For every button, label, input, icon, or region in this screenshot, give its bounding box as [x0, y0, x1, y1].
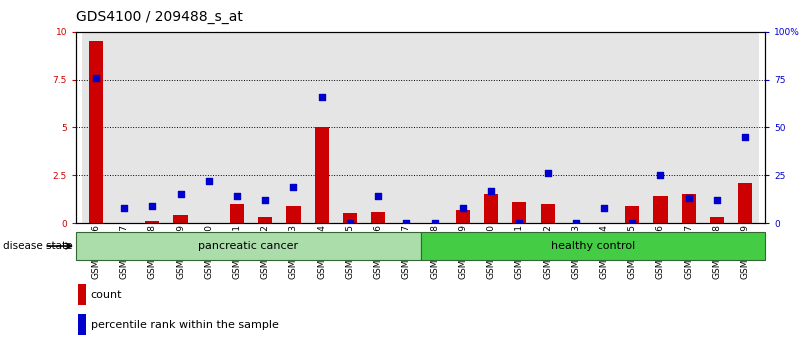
Bar [674, 32, 702, 223]
Text: pancreatic cancer: pancreatic cancer [198, 241, 298, 251]
Bar [336, 32, 364, 223]
Point [513, 220, 525, 226]
Bar [505, 32, 533, 223]
Point [90, 75, 103, 81]
Bar [618, 32, 646, 223]
Point [174, 192, 187, 197]
Point [146, 203, 159, 209]
Bar [477, 32, 505, 223]
Point [118, 205, 131, 211]
Bar [82, 32, 110, 223]
Point [457, 205, 469, 211]
Bar [646, 32, 674, 223]
Text: healthy control: healthy control [550, 241, 635, 251]
Bar [682, 194, 696, 223]
Bar [230, 204, 244, 223]
Bar [541, 204, 554, 223]
Point [287, 184, 300, 189]
Point [654, 172, 667, 178]
Text: GDS4100 / 209488_s_at: GDS4100 / 209488_s_at [76, 10, 243, 24]
Bar [315, 127, 328, 223]
Bar [421, 232, 765, 260]
Bar [513, 202, 526, 223]
Bar [739, 183, 752, 223]
Bar [702, 32, 731, 223]
Bar [371, 212, 385, 223]
Bar [76, 232, 421, 260]
Bar [145, 221, 159, 223]
Point [231, 193, 244, 199]
Bar [110, 32, 139, 223]
Point [400, 220, 413, 226]
Point [203, 178, 215, 184]
Point [259, 197, 272, 203]
Point [485, 188, 497, 193]
Point [739, 134, 751, 140]
Bar [139, 32, 167, 223]
Text: disease state: disease state [2, 241, 72, 251]
Bar [78, 284, 86, 305]
Bar [710, 217, 724, 223]
Point [682, 195, 695, 201]
Bar [421, 32, 449, 223]
Point [541, 171, 554, 176]
Text: count: count [91, 290, 122, 299]
Bar [308, 32, 336, 223]
Point [598, 205, 610, 211]
Bar [562, 32, 590, 223]
Point [344, 220, 356, 226]
Point [626, 220, 638, 226]
Bar [78, 314, 86, 335]
Bar [626, 206, 639, 223]
Bar [731, 32, 759, 223]
Bar [392, 32, 421, 223]
Bar [343, 213, 357, 223]
Bar [280, 32, 308, 223]
Text: percentile rank within the sample: percentile rank within the sample [91, 320, 279, 330]
Bar [89, 41, 103, 223]
Bar [449, 32, 477, 223]
Bar [195, 32, 223, 223]
Bar [258, 217, 272, 223]
Bar [456, 210, 470, 223]
Bar [287, 206, 300, 223]
Bar [533, 32, 562, 223]
Bar [654, 196, 667, 223]
Bar [484, 194, 498, 223]
Bar [590, 32, 618, 223]
Point [570, 220, 582, 226]
Bar [174, 215, 187, 223]
Bar [252, 32, 280, 223]
Bar [167, 32, 195, 223]
Point [710, 197, 723, 203]
Point [372, 193, 384, 199]
Point [429, 220, 441, 226]
Point [316, 94, 328, 100]
Bar [223, 32, 252, 223]
Bar [364, 32, 392, 223]
